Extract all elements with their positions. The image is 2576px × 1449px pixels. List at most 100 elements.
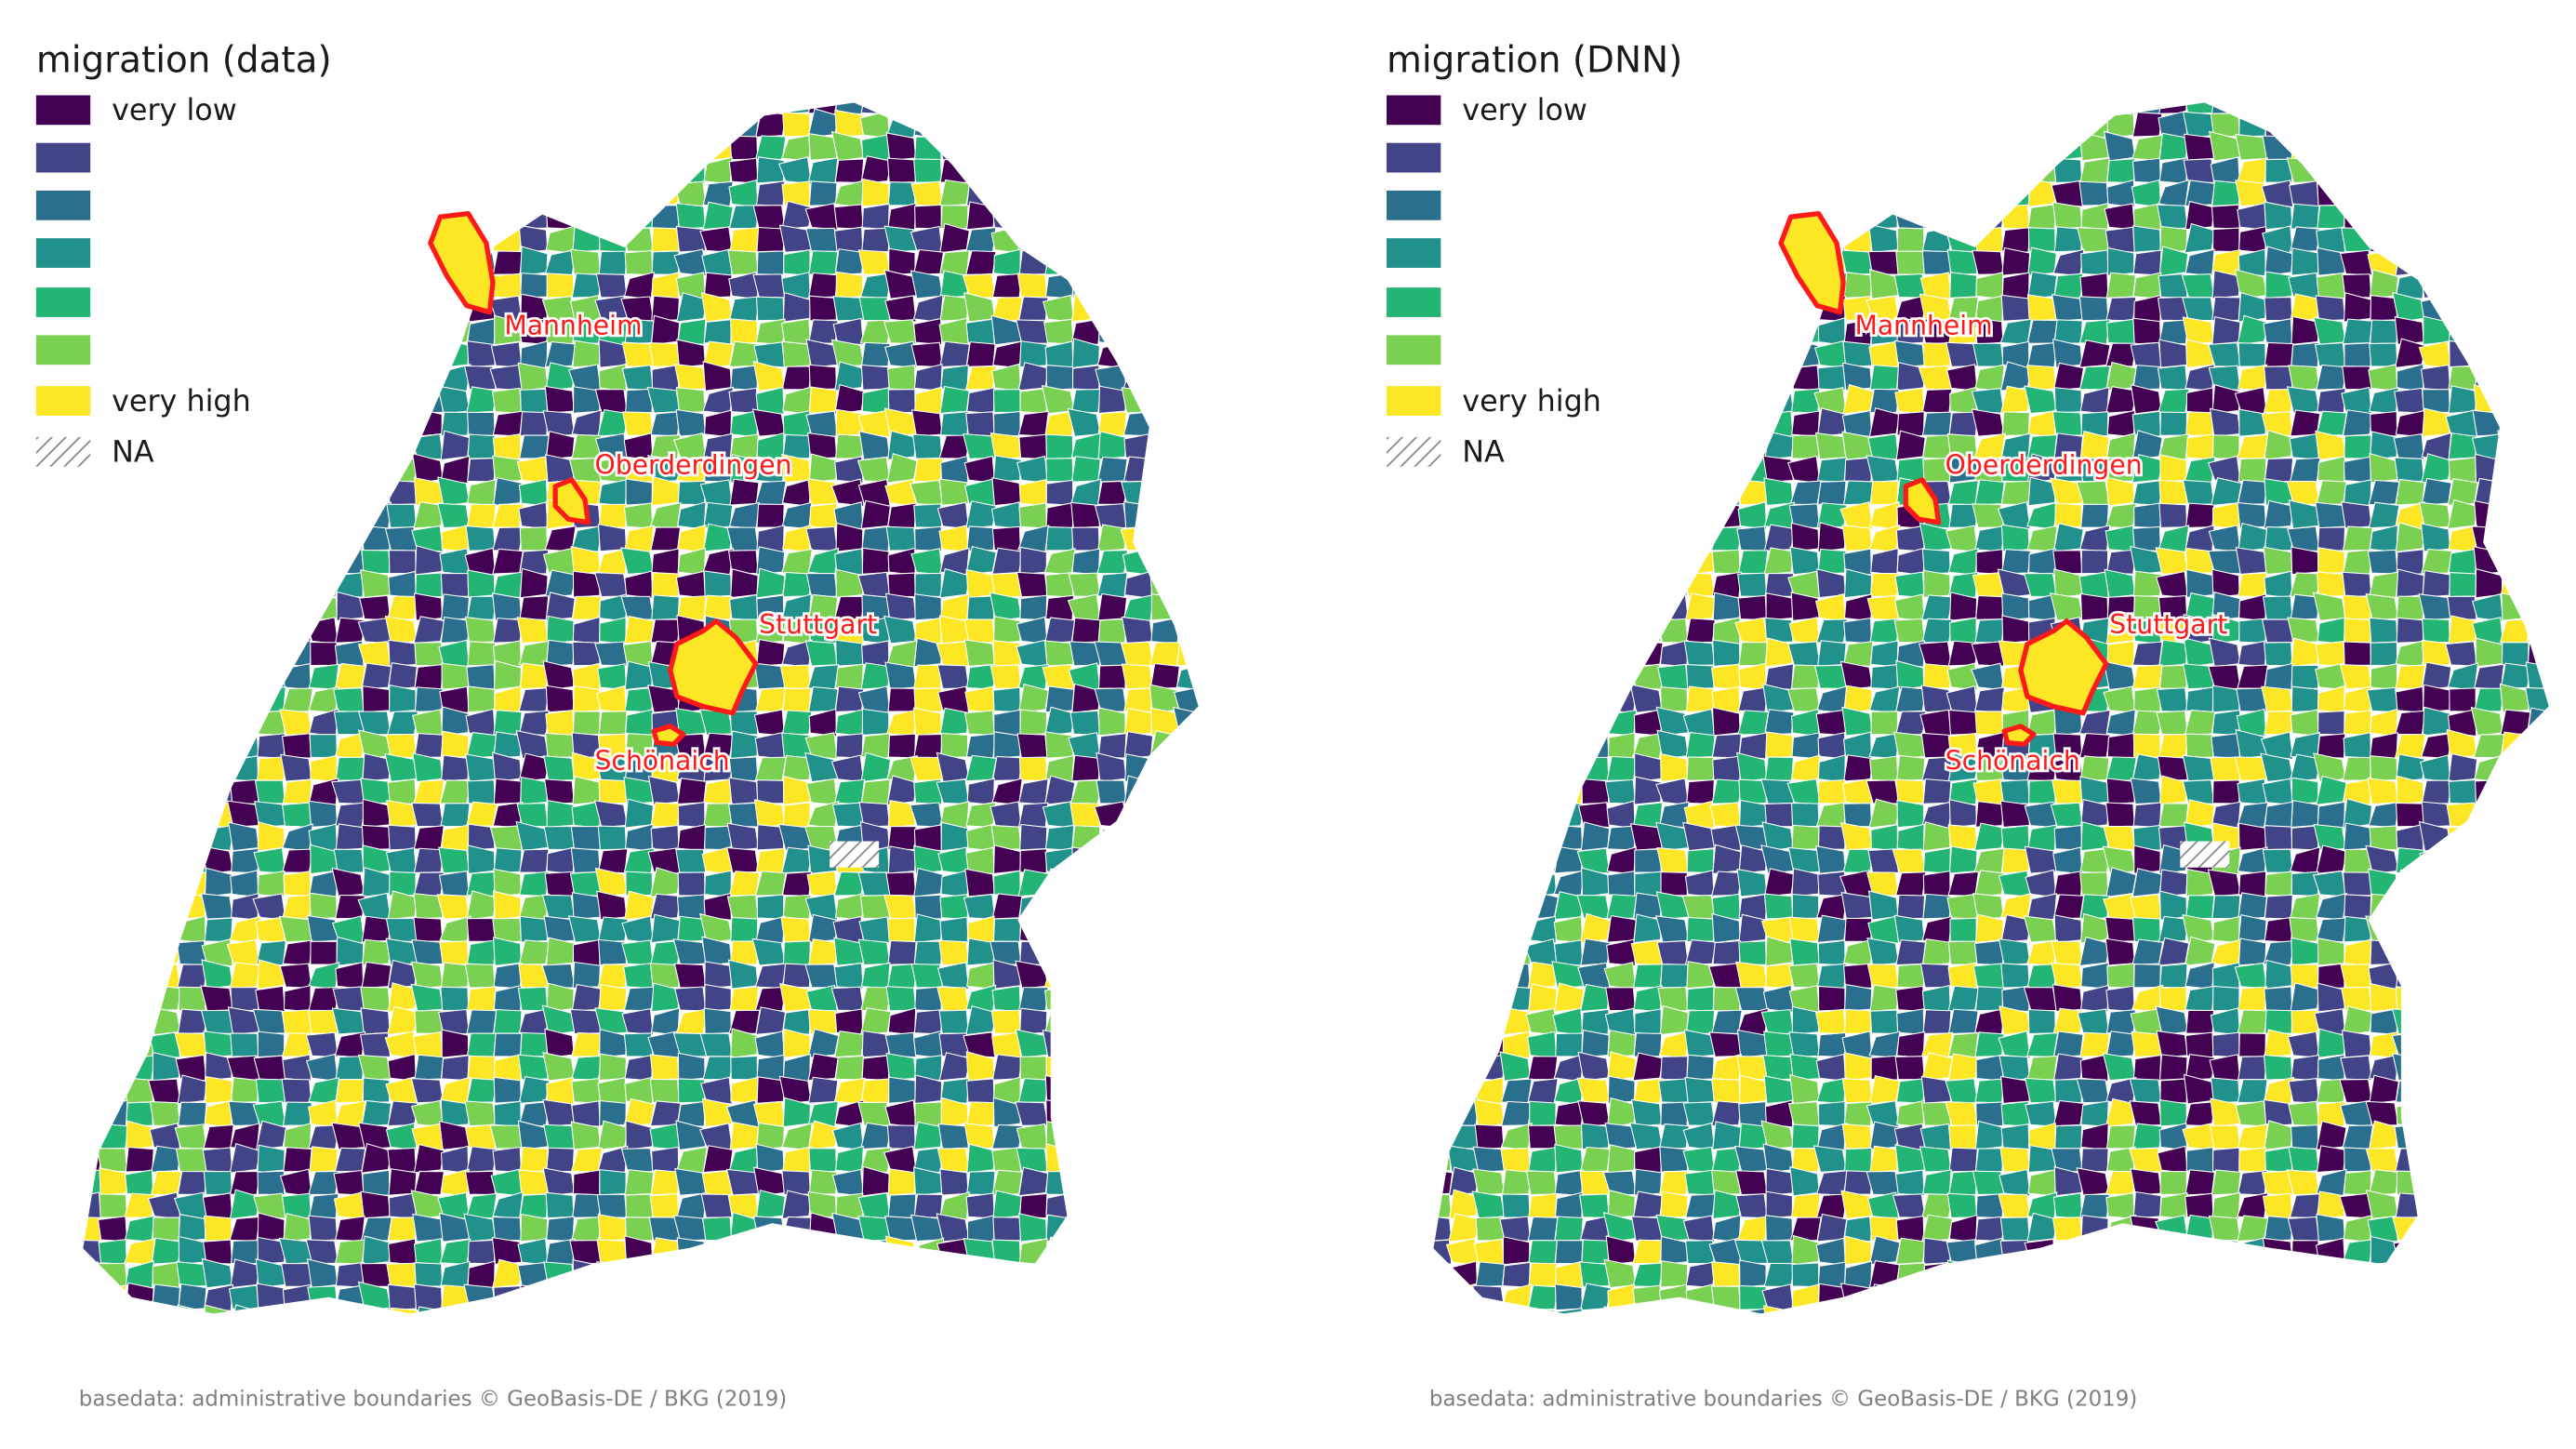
municipality — [283, 985, 312, 1013]
municipality — [1606, 709, 1638, 737]
municipality — [1475, 984, 1506, 1013]
municipality — [1999, 318, 2032, 345]
municipality — [2211, 501, 2240, 530]
municipality — [230, 707, 260, 737]
municipality — [2316, 917, 2347, 943]
municipality — [2104, 203, 2136, 231]
municipality — [910, 963, 943, 989]
municipality — [676, 778, 707, 805]
municipality — [1632, 1262, 1665, 1288]
municipality — [2473, 1169, 2503, 1197]
municipality — [335, 823, 365, 851]
municipality — [1789, 480, 1822, 506]
municipality — [1527, 432, 1559, 460]
municipality — [2343, 1261, 2371, 1288]
municipality — [1660, 385, 1688, 415]
municipality — [410, 341, 445, 368]
municipality — [177, 178, 207, 207]
municipality — [150, 1307, 180, 1315]
municipality — [2475, 822, 2503, 851]
municipality — [1840, 822, 1874, 852]
municipality — [992, 959, 1021, 990]
municipality — [1711, 101, 1741, 114]
municipality — [1448, 661, 1480, 690]
municipality — [1681, 177, 1716, 207]
municipality — [2527, 986, 2550, 1012]
municipality — [2184, 1192, 2214, 1219]
municipality — [1149, 890, 1180, 921]
municipality — [492, 592, 523, 621]
municipality — [730, 1238, 759, 1266]
municipality — [913, 637, 943, 668]
municipality — [1763, 272, 1794, 299]
municipality — [1634, 1008, 1662, 1036]
municipality — [1604, 113, 1637, 138]
municipality — [2449, 984, 2476, 1012]
municipality — [492, 433, 522, 460]
municipality — [1202, 987, 1231, 1012]
municipality — [1896, 963, 1925, 989]
municipality — [2158, 915, 2190, 943]
municipality — [178, 803, 207, 828]
municipality — [1946, 1192, 1978, 1218]
municipality — [2369, 825, 2398, 851]
municipality — [384, 615, 418, 645]
legend-swatch-na — [1387, 436, 1441, 467]
municipality — [1658, 499, 1689, 530]
municipality — [1659, 1146, 1689, 1173]
municipality — [1123, 248, 1153, 277]
municipality — [1868, 340, 1899, 369]
municipality — [148, 200, 181, 231]
municipality — [2447, 662, 2479, 691]
municipality — [729, 433, 760, 460]
municipality — [279, 318, 312, 346]
municipality — [2159, 1098, 2188, 1127]
municipality — [624, 616, 655, 645]
municipality — [1948, 1053, 1979, 1082]
municipality — [2080, 962, 2109, 990]
municipality — [1147, 1191, 1180, 1219]
municipality — [2133, 964, 2161, 989]
municipality — [1814, 1008, 1847, 1035]
municipality — [99, 179, 127, 207]
municipality — [2314, 342, 2346, 368]
municipality — [726, 822, 760, 851]
municipality — [2078, 319, 2111, 345]
municipality — [2053, 1166, 2083, 1197]
municipality — [1432, 1076, 1454, 1105]
municipality — [2473, 1304, 2505, 1315]
municipality — [150, 503, 182, 528]
municipality — [2554, 780, 2576, 804]
municipality — [2211, 204, 2240, 230]
municipality — [201, 754, 233, 783]
municipality — [857, 938, 891, 966]
municipality — [2342, 366, 2372, 391]
municipality — [1817, 548, 1847, 575]
municipality — [1997, 501, 2031, 530]
municipality — [439, 779, 471, 804]
municipality — [1840, 1190, 1873, 1219]
municipality — [253, 663, 286, 691]
municipality — [335, 273, 365, 299]
municipality — [1202, 1309, 1231, 1333]
municipality — [2185, 339, 2214, 368]
municipality — [2288, 1146, 2320, 1173]
municipality — [2078, 732, 2111, 759]
municipality — [1949, 272, 1978, 299]
municipality — [2291, 1009, 2319, 1034]
municipality — [2158, 1238, 2188, 1266]
municipality — [1501, 525, 1532, 553]
municipality — [82, 1056, 101, 1081]
municipality — [467, 823, 496, 851]
municipality — [98, 984, 129, 1013]
municipality — [2474, 779, 2503, 804]
municipality — [1922, 870, 1951, 897]
municipality — [1016, 1306, 1049, 1315]
municipality — [2395, 246, 2426, 277]
municipality — [2499, 1262, 2530, 1287]
municipality — [1149, 158, 1179, 184]
municipality — [1474, 525, 1507, 552]
municipality — [2185, 387, 2214, 415]
municipality — [1018, 1166, 1049, 1197]
municipality — [1204, 294, 1231, 321]
